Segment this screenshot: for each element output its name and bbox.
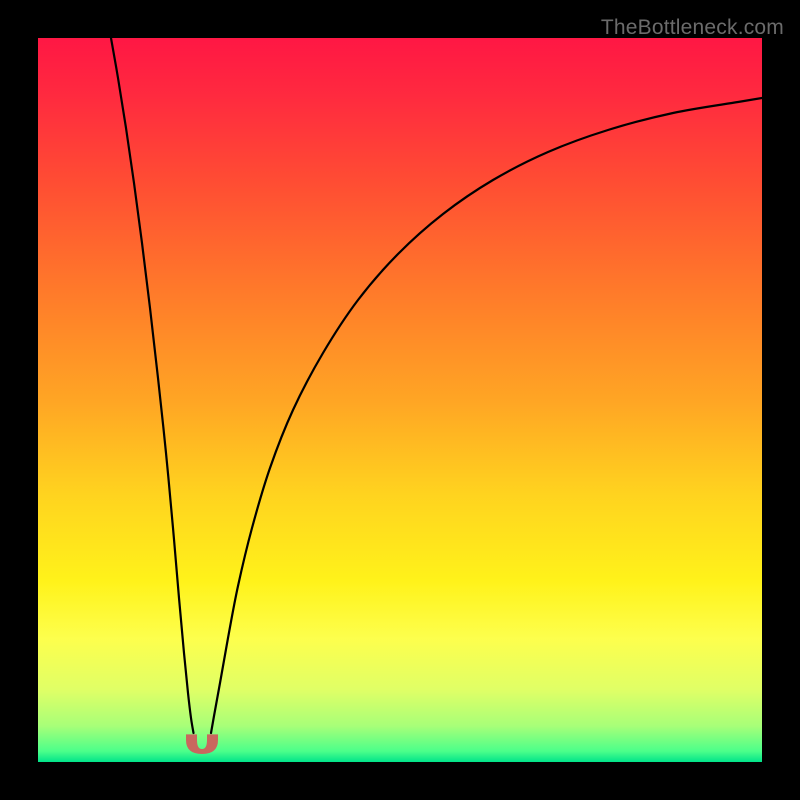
watermark-text: TheBottleneck.com xyxy=(601,16,784,40)
left-curve xyxy=(111,38,194,733)
chart-container: { "canvas": { "width": 800, "height": 80… xyxy=(0,0,800,800)
curve-overlay xyxy=(38,38,762,762)
right-curve xyxy=(211,98,762,733)
dip-marker-shape xyxy=(186,734,218,754)
dip-marker xyxy=(186,734,218,754)
plot-area xyxy=(38,38,762,762)
